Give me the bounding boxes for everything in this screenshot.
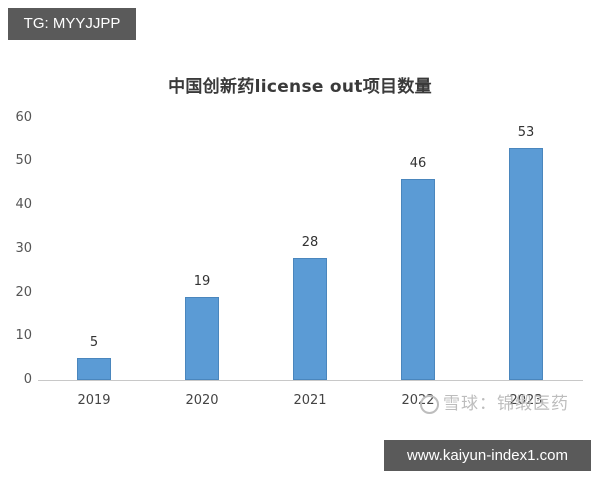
x-tick-2020: 2020 — [185, 393, 219, 408]
y-tick-20: 20 — [15, 285, 32, 300]
x-tick-2019: 2019 — [77, 393, 111, 408]
y-tick-0: 0 — [23, 372, 32, 387]
data-label-2020: 19 — [193, 274, 211, 289]
y-tick-40: 40 — [15, 197, 32, 212]
url-badge: www.kaiyun-index1.com — [384, 440, 591, 471]
watermark-text: 雪球：锦缎医药 — [443, 394, 569, 414]
watermark: 雪球：锦缎医药 — [420, 389, 569, 414]
data-label-2023: 53 — [517, 125, 535, 140]
bar-2020 — [185, 297, 219, 380]
data-label-2021: 28 — [301, 235, 319, 250]
y-tick-50: 50 — [15, 153, 32, 168]
x-axis-line — [38, 380, 583, 381]
tag-badge: TG: MYYJJPP — [8, 8, 136, 40]
y-tick-30: 30 — [15, 241, 32, 256]
data-label-2022: 46 — [409, 156, 427, 171]
y-tick-60: 60 — [15, 110, 32, 125]
bar-2019 — [77, 358, 111, 380]
bar-2021 — [293, 258, 327, 380]
x-tick-2023: 2023 — [509, 393, 543, 408]
chart-title: 中国创新药license out项目数量 — [168, 77, 432, 97]
data-label-2019: 5 — [89, 335, 99, 350]
bar-2023 — [509, 148, 543, 380]
snowball-logo-icon — [420, 394, 439, 414]
y-tick-10: 10 — [15, 328, 32, 343]
x-tick-2021: 2021 — [293, 393, 327, 408]
bar-2022 — [401, 179, 435, 380]
